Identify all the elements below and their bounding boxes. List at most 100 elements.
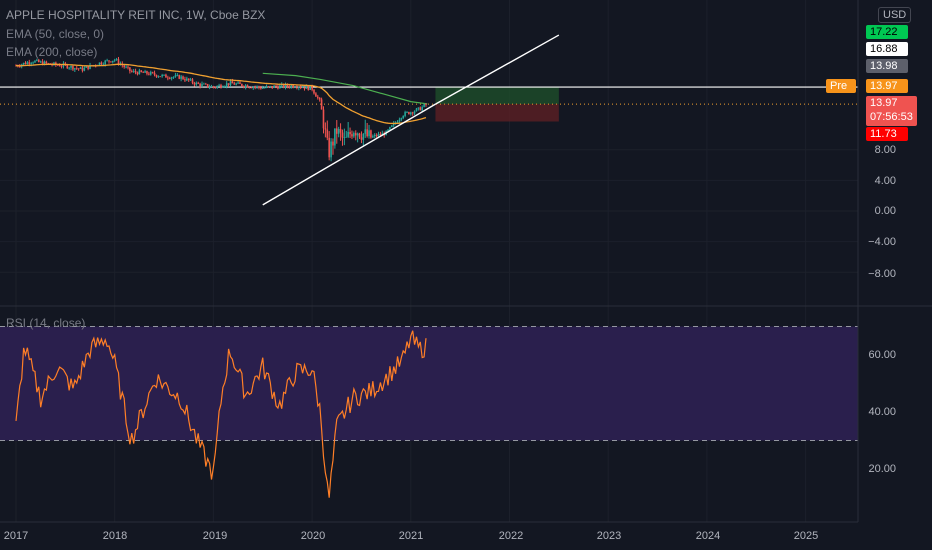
candle-body — [425, 104, 427, 106]
candle-body — [41, 61, 44, 65]
candle-body — [400, 118, 403, 120]
candle-body — [157, 76, 160, 78]
candle-body — [354, 133, 357, 136]
candle-body — [373, 134, 376, 137]
candle-body — [24, 62, 27, 65]
candle-body — [167, 77, 169, 79]
candle-body — [75, 68, 78, 69]
price-badge-17-22: 17.22 — [866, 25, 908, 39]
candle-body — [242, 85, 245, 88]
candle-body — [339, 128, 342, 133]
candle-body — [159, 76, 162, 78]
candle-body — [332, 141, 334, 146]
ema200-legend[interactable]: EMA (200, close) — [6, 45, 98, 59]
x-tick: 2021 — [398, 530, 424, 542]
candle-body — [87, 66, 89, 69]
candle-body — [140, 70, 143, 72]
candle-body — [132, 70, 135, 72]
candle-body — [26, 62, 29, 65]
candle-body — [32, 62, 34, 64]
candle-body — [423, 104, 425, 107]
x-tick: 2025 — [793, 530, 819, 542]
candle-body — [104, 60, 107, 65]
candle-body — [220, 85, 222, 88]
x-tick: 2022 — [498, 530, 524, 542]
y-tick: 4.00 — [874, 175, 896, 187]
rsi-pane — [0, 326, 858, 498]
candle-body — [326, 129, 329, 138]
candle-body — [18, 66, 21, 67]
last-price: 13.97 — [870, 97, 898, 109]
candle-body — [117, 59, 120, 64]
candle-body — [337, 128, 340, 134]
candle-body — [341, 132, 344, 138]
candle-body — [231, 81, 234, 84]
candle-body — [201, 83, 203, 87]
pre-market-price: 13.97 — [866, 79, 908, 93]
candle-body — [250, 87, 253, 89]
y-tick: 8.00 — [874, 144, 896, 156]
candle-body — [417, 107, 420, 109]
candle-body — [415, 108, 418, 112]
candle-body — [273, 85, 275, 88]
candle-body — [70, 65, 72, 68]
candle-body — [134, 70, 137, 73]
horizontal-levels — [0, 86, 858, 105]
candle-body — [22, 62, 25, 65]
candle-body — [296, 87, 298, 89]
candle-body — [254, 86, 256, 88]
x-tick: 2019 — [202, 530, 228, 542]
candle-body — [108, 60, 110, 62]
candle-body — [305, 85, 308, 89]
candle-body — [269, 86, 272, 87]
candle-body — [334, 128, 336, 146]
candle-body — [318, 97, 321, 100]
candle-body — [402, 116, 405, 119]
candle-body — [30, 63, 32, 64]
ema50-legend[interactable]: EMA (50, close, 0) — [6, 27, 105, 41]
candle-body — [130, 71, 133, 72]
candle-body — [203, 83, 205, 85]
candle-body — [364, 129, 367, 134]
candle-body — [244, 85, 247, 88]
candle-body — [142, 71, 144, 73]
currency-button[interactable]: USD — [878, 7, 912, 23]
candle-body — [292, 85, 294, 88]
bar-countdown: 07:56:53 — [870, 111, 913, 123]
candle-body — [129, 67, 131, 72]
candle-body — [89, 65, 91, 69]
candle-body — [299, 87, 302, 88]
candle-body — [309, 86, 312, 90]
candle-body — [328, 137, 330, 158]
candle-body — [398, 119, 401, 122]
candle-body — [419, 107, 422, 111]
trendline — [435, 34, 560, 105]
candle-body — [335, 128, 338, 134]
candle-body — [125, 66, 127, 68]
candle-body — [258, 86, 260, 88]
candle-body — [83, 67, 86, 71]
candle-body — [223, 86, 226, 87]
candle-body — [184, 79, 186, 81]
candle-body — [320, 99, 323, 110]
candle-body — [85, 66, 88, 68]
candle-body — [286, 84, 289, 87]
rsi-legend[interactable]: RSI (14, close) — [6, 316, 86, 330]
candle-body — [106, 60, 108, 62]
candle-body — [233, 83, 236, 85]
candle-body — [110, 61, 112, 63]
ema-200-line — [262, 72, 428, 105]
candle-body — [222, 86, 224, 88]
rsi-y-tick: 40.00 — [868, 406, 896, 418]
candle-body — [379, 134, 382, 135]
candle-body — [210, 86, 213, 88]
candle-body — [235, 83, 237, 85]
candle-body — [391, 125, 393, 127]
grid — [0, 0, 858, 522]
candle-body — [127, 66, 129, 68]
candle-body — [411, 112, 414, 114]
candle-body — [72, 65, 74, 70]
candle-body — [155, 74, 158, 77]
stop-zone — [435, 104, 559, 122]
